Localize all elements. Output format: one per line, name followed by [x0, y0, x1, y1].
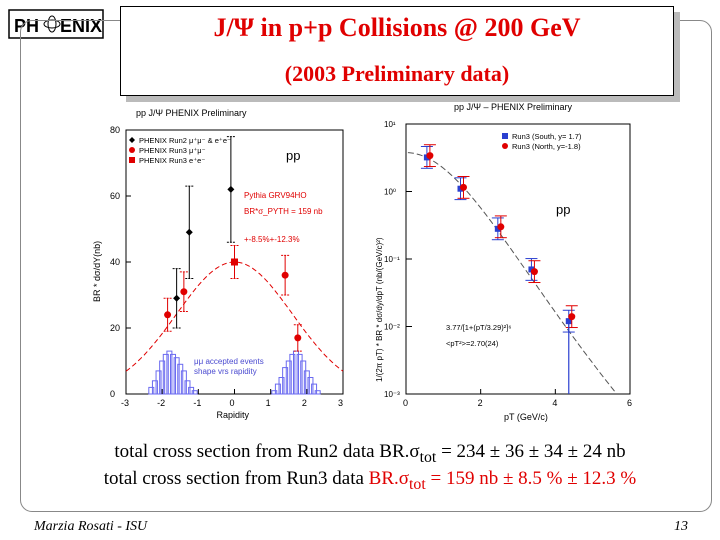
chart-title: pp J/Ψ – PHENIX Preliminary: [454, 102, 573, 112]
data-point-run2: [185, 228, 193, 236]
histogram-bar: [155, 370, 162, 395]
page-number: 13: [674, 519, 688, 534]
histogram-bar: [271, 390, 278, 395]
histogram-bar: [311, 383, 318, 395]
pythia-curve: [125, 261, 344, 372]
annotation-pp: pp: [556, 202, 570, 217]
histogram-bar: [151, 380, 158, 395]
data-point-south: [494, 225, 501, 232]
data-point-run3-mumu: [164, 311, 172, 319]
y-axis-label: 1/(2π pT) * BR * dσ/dy/dpT (nb/(GeV/c)²): [375, 237, 384, 382]
data-point-north: [426, 152, 434, 160]
data-point-north: [530, 268, 538, 276]
phenix-logo: PH ENIX: [8, 6, 104, 42]
annotation-mean-pt: <pT²>=2.70(24): [446, 339, 499, 348]
y-axis-label: BR * dσ/dY(nb): [92, 241, 102, 302]
x-tick-label: 4: [552, 398, 557, 408]
legend-marker: [129, 147, 135, 153]
x-tick-label: 2: [478, 398, 483, 408]
legend-marker: [129, 157, 135, 163]
slide-title: J/Ψ in p+p Collisions @ 200 GeV: [213, 13, 581, 42]
annotation-br-sigma: BR*σ_PYTH = 159 nb: [244, 207, 323, 216]
histogram-bar: [148, 386, 155, 395]
x-tick-label: 3: [338, 398, 343, 408]
x-tick-label: -2: [157, 398, 165, 408]
annotation-fit: 3.77/[1+(pT/3.29)²]⁶: [446, 323, 511, 332]
legend-entry: PHENIX Run3 μ⁺μ⁻: [139, 146, 206, 155]
slide-subtitle: (2003 Preliminary data): [284, 61, 510, 86]
histogram-bar: [278, 377, 285, 395]
histogram-bar: [314, 390, 321, 395]
fit-curve: [407, 152, 616, 393]
legend-marker: [502, 143, 508, 149]
data-point-north: [460, 183, 467, 191]
data-point-run3-ee: [231, 258, 238, 266]
rapidity-chart: pp J/Ψ PHENIX Preliminary -3 -2 -1 0 1 2 3 0 20 40…: [92, 108, 344, 420]
histogram-bar: [173, 357, 180, 395]
logo-text-right: ENIX: [60, 16, 102, 36]
data-point-run2: [173, 294, 181, 302]
y-tick-label: 10⁻²: [384, 323, 400, 332]
legend-marker: [502, 133, 508, 139]
legend-entry: PHENIX Run3 e⁺e⁻: [139, 156, 205, 165]
title-box: J/Ψ in p+p Collisions @ 200 GeV (2003 Pr…: [120, 6, 674, 96]
y-tick-label: 40: [110, 257, 120, 267]
y-tick-label: 10⁻³: [384, 390, 400, 399]
y-tick-label: 0: [110, 389, 115, 399]
annotation-pp: pp: [286, 148, 300, 163]
logo-text-left: PH: [14, 16, 39, 36]
pt-spectrum-chart: pp J/Ψ – PHENIX Preliminary 0 2 4 6 10¹ 10⁰ 10⁻…: [375, 102, 632, 422]
legend-entry: Run3 (South, y= 1.7): [512, 132, 582, 141]
histogram-bar: [285, 360, 292, 395]
body-line-run3: total cross section from Run3 data BR.σt…: [103, 468, 637, 493]
data-point-north: [568, 313, 576, 321]
legend-entry: Run3 (North, y=-1.8): [512, 142, 581, 151]
annotation-shape: shape vrs rapidity: [194, 367, 257, 376]
annotation-pythia: Pythia GRV94HO: [244, 191, 307, 200]
histogram-bar: [282, 367, 289, 395]
x-tick-label: 2: [302, 398, 307, 408]
x-tick-label: 0: [230, 398, 235, 408]
histogram-bar: [180, 370, 187, 395]
y-tick-label: 80: [110, 125, 120, 135]
y-tick-label: 60: [110, 191, 120, 201]
legend-marker: [129, 137, 135, 143]
x-axis-label: Rapidity: [217, 410, 250, 420]
data-point-south: [528, 266, 535, 273]
histogram-bar: [177, 363, 184, 395]
x-tick-label: -1: [193, 398, 201, 408]
histogram-bar: [289, 353, 296, 395]
x-tick-label: 1: [266, 398, 271, 408]
footer-author: Marzia Rosati - ISU: [34, 519, 148, 534]
histogram-bar: [274, 383, 281, 395]
data-point-north: [497, 223, 505, 231]
x-axis-label: pT (GeV/c): [504, 412, 548, 422]
data-point-run3-mumu: [294, 334, 302, 342]
histogram-bar: [307, 377, 314, 395]
y-tick-label: 10⁰: [384, 188, 396, 197]
histogram-bar: [300, 360, 307, 395]
chart-title: pp J/Ψ PHENIX Preliminary: [136, 108, 247, 118]
data-point-run3-mumu: [180, 288, 188, 296]
histogram-bar: [191, 390, 198, 395]
body-line-run2: total cross section from Run2 data BR.σt…: [114, 441, 626, 466]
annotation-errors: +-8.5%+-12.3%: [244, 235, 300, 244]
histogram-bar: [296, 353, 303, 395]
y-tick-label: 20: [110, 323, 120, 333]
data-point-run3-mumu: [281, 271, 289, 279]
histogram-bar: [162, 353, 169, 395]
histogram-bar: [292, 350, 299, 395]
legend-entry: PHENIX Run2 μ⁺μ⁻ & e⁺e⁻: [139, 136, 231, 145]
histogram-bar: [166, 350, 173, 395]
y-tick-label: 10¹: [384, 120, 396, 129]
psi-symbol: Ψ: [233, 13, 254, 42]
histogram-bar: [170, 353, 177, 395]
annotation-mumu: μμ accepted events: [194, 357, 264, 366]
x-tick-label: -3: [121, 398, 129, 408]
x-tick-label: 0: [403, 398, 408, 408]
y-tick-label: 10⁻¹: [384, 255, 400, 264]
data-point-run2: [227, 185, 235, 193]
x-tick-label: 6: [627, 398, 632, 408]
